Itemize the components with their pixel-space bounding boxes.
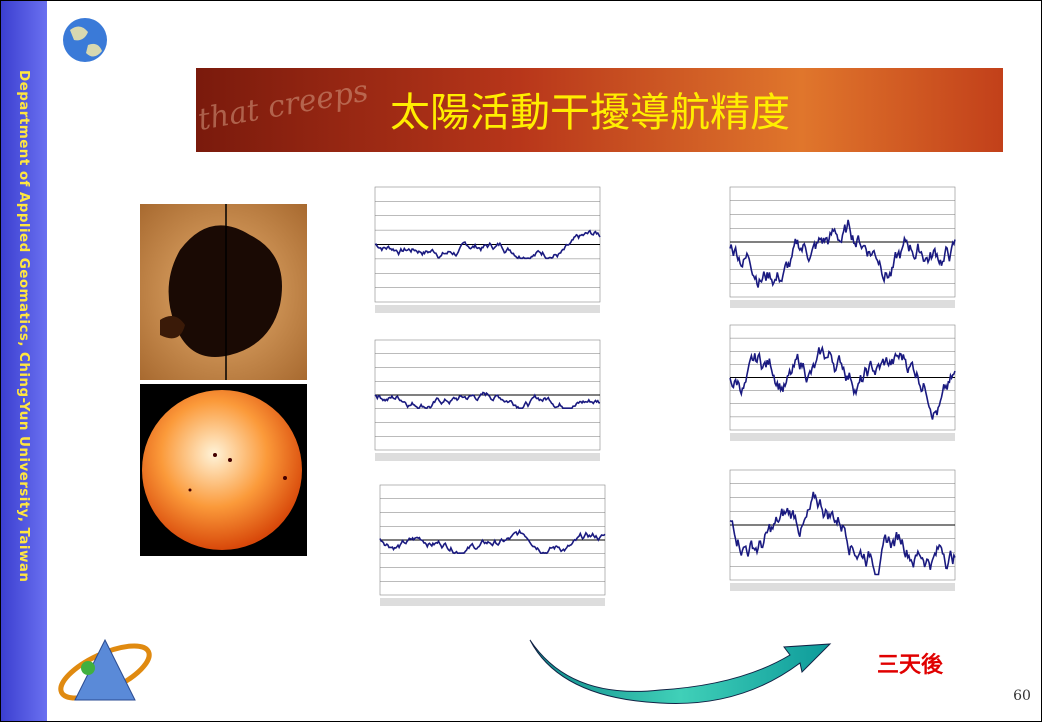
page-number: 60 <box>1013 688 1031 704</box>
chart-line <box>729 219 956 288</box>
logo <box>58 638 152 701</box>
x-axis-labels <box>375 453 600 461</box>
x-axis-labels <box>730 433 955 441</box>
chart-line <box>729 491 956 576</box>
chart-line <box>374 391 601 410</box>
caption: 三天後 <box>877 652 944 678</box>
sun-image <box>140 384 307 556</box>
chart-line <box>374 229 601 260</box>
title: 太陽活動干擾導航精度 <box>390 90 790 136</box>
sidebar <box>1 1 47 721</box>
x-axis-labels <box>730 300 955 308</box>
chart-line <box>729 345 956 420</box>
x-axis-labels <box>380 598 605 606</box>
banner <box>196 68 1003 152</box>
x-axis-labels <box>730 583 955 591</box>
sunspot-image <box>140 204 307 380</box>
arrow <box>529 639 832 704</box>
charts <box>374 186 956 606</box>
x-axis-labels <box>375 305 600 313</box>
globe-icon <box>63 18 107 62</box>
chart-line <box>379 528 606 555</box>
sidebar-text: Department of Applied Geomatics, Ching-Y… <box>16 70 32 582</box>
